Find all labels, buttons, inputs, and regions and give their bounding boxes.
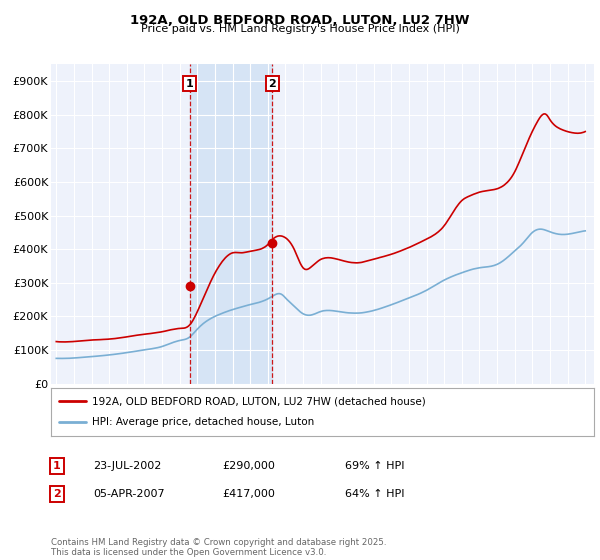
Text: Contains HM Land Registry data © Crown copyright and database right 2025.
This d: Contains HM Land Registry data © Crown c… xyxy=(51,538,386,557)
Text: 05-APR-2007: 05-APR-2007 xyxy=(93,489,164,499)
Text: £417,000: £417,000 xyxy=(222,489,275,499)
Text: 2: 2 xyxy=(53,489,61,499)
Text: HPI: Average price, detached house, Luton: HPI: Average price, detached house, Luto… xyxy=(92,417,314,427)
Text: Price paid vs. HM Land Registry's House Price Index (HPI): Price paid vs. HM Land Registry's House … xyxy=(140,24,460,34)
Text: 192A, OLD BEDFORD ROAD, LUTON, LU2 7HW: 192A, OLD BEDFORD ROAD, LUTON, LU2 7HW xyxy=(130,14,470,27)
Text: £290,000: £290,000 xyxy=(222,461,275,471)
Text: 1: 1 xyxy=(185,79,193,89)
Text: 69% ↑ HPI: 69% ↑ HPI xyxy=(345,461,404,471)
Text: 23-JUL-2002: 23-JUL-2002 xyxy=(93,461,161,471)
Text: 192A, OLD BEDFORD ROAD, LUTON, LU2 7HW (detached house): 192A, OLD BEDFORD ROAD, LUTON, LU2 7HW (… xyxy=(92,396,425,407)
Text: 64% ↑ HPI: 64% ↑ HPI xyxy=(345,489,404,499)
Text: 1: 1 xyxy=(53,461,61,471)
Text: 2: 2 xyxy=(268,79,276,89)
Bar xyxy=(190,64,272,384)
